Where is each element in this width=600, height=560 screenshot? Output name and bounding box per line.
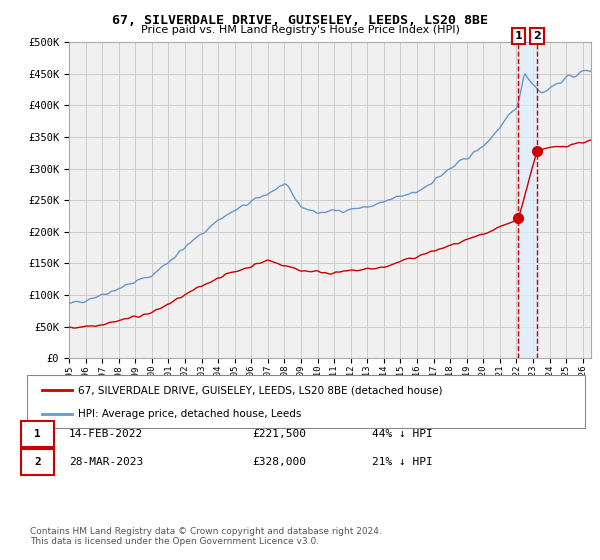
Text: 1: 1 (34, 429, 41, 439)
Bar (518, 42, 537, 358)
Text: HPI: Average price, detached house, Leeds: HPI: Average price, detached house, Leed… (78, 409, 301, 419)
Text: 2: 2 (34, 457, 41, 467)
Text: 67, SILVERDALE DRIVE, GUISELEY, LEEDS, LS20 8BE: 67, SILVERDALE DRIVE, GUISELEY, LEEDS, L… (112, 14, 488, 27)
Text: 44% ↓ HPI: 44% ↓ HPI (372, 429, 433, 439)
Text: £221,500: £221,500 (252, 429, 306, 439)
Text: Price paid vs. HM Land Registry's House Price Index (HPI): Price paid vs. HM Land Registry's House … (140, 25, 460, 35)
Text: 1: 1 (515, 31, 522, 41)
Text: 67, SILVERDALE DRIVE, GUISELEY, LEEDS, LS20 8BE (detached house): 67, SILVERDALE DRIVE, GUISELEY, LEEDS, L… (78, 385, 443, 395)
Text: Contains HM Land Registry data © Crown copyright and database right 2024.
This d: Contains HM Land Registry data © Crown c… (30, 526, 382, 546)
Text: £328,000: £328,000 (252, 457, 306, 467)
Text: 14-FEB-2022: 14-FEB-2022 (69, 429, 143, 439)
Text: 2: 2 (533, 31, 541, 41)
Text: 21% ↓ HPI: 21% ↓ HPI (372, 457, 433, 467)
Text: 28-MAR-2023: 28-MAR-2023 (69, 457, 143, 467)
